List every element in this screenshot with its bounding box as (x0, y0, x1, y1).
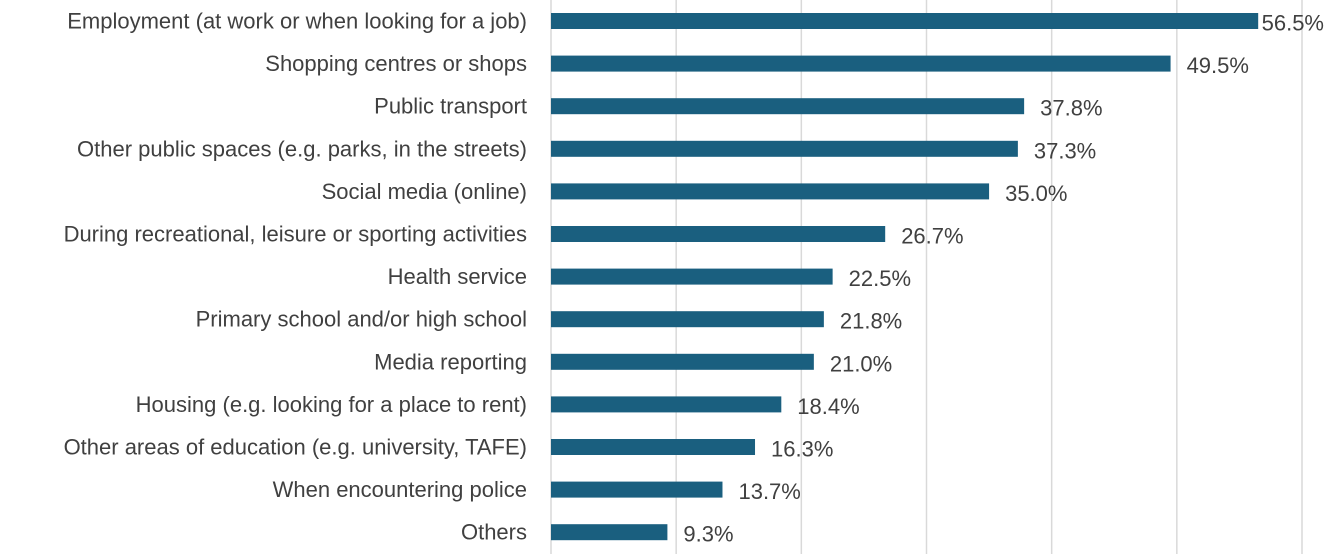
value-label-8: 21.8% (840, 309, 902, 334)
value-label-9: 21.0% (830, 351, 892, 376)
bar-12 (551, 481, 723, 498)
category-label-11: Other areas of education (e.g. universit… (64, 435, 527, 460)
value-label-11: 16.3% (771, 437, 833, 462)
value-label-13: 9.3% (683, 522, 733, 547)
value-label-10: 18.4% (797, 394, 859, 419)
bar-9 (551, 353, 814, 370)
bar-5 (551, 183, 990, 200)
bar-13 (551, 524, 668, 541)
value-label-6: 26.7% (901, 224, 963, 249)
value-label-12: 13.7% (738, 479, 800, 504)
category-label-4: Other public spaces (e.g. parks, in the … (77, 136, 527, 161)
category-label-12: When encountering police (273, 477, 527, 502)
bar-8 (551, 311, 824, 328)
category-label-1: Employment (at work or when looking for … (67, 9, 527, 34)
bars (551, 13, 1259, 541)
bar-7 (551, 268, 833, 285)
value-label-4: 37.3% (1034, 138, 1096, 163)
category-label-8: Primary school and/or high school (196, 307, 527, 332)
category-label-9: Media reporting (374, 349, 527, 374)
category-label-7: Health service (388, 264, 527, 289)
value-label-3: 37.8% (1040, 96, 1102, 121)
category-label-13: Others (461, 520, 527, 545)
bar-11 (551, 439, 756, 455)
category-label-10: Housing (e.g. looking for a place to ren… (136, 392, 527, 417)
category-label-5: Social media (online) (322, 179, 527, 204)
category-labels: Employment (at work or when looking for … (64, 9, 527, 545)
category-label-6: During recreational, leisure or sporting… (64, 222, 527, 247)
value-label-5: 35.0% (1005, 181, 1067, 206)
bar-6 (551, 226, 886, 242)
bar-2 (551, 55, 1171, 72)
bar-1 (551, 13, 1259, 29)
bar-10 (551, 396, 782, 413)
value-label-2: 49.5% (1187, 53, 1249, 78)
category-label-3: Public transport (374, 94, 527, 119)
bar-3 (551, 98, 1025, 115)
value-label-7: 22.5% (849, 266, 911, 291)
value-label-1: 56.5% (1262, 11, 1324, 36)
category-label-2: Shopping centres or shops (265, 51, 527, 76)
value-labels: 56.5% 49.5% 37.8% 37.3% 35.0% 26.7% 22.5% 21.8%… (683, 11, 1324, 547)
bar-4 (551, 140, 1018, 157)
